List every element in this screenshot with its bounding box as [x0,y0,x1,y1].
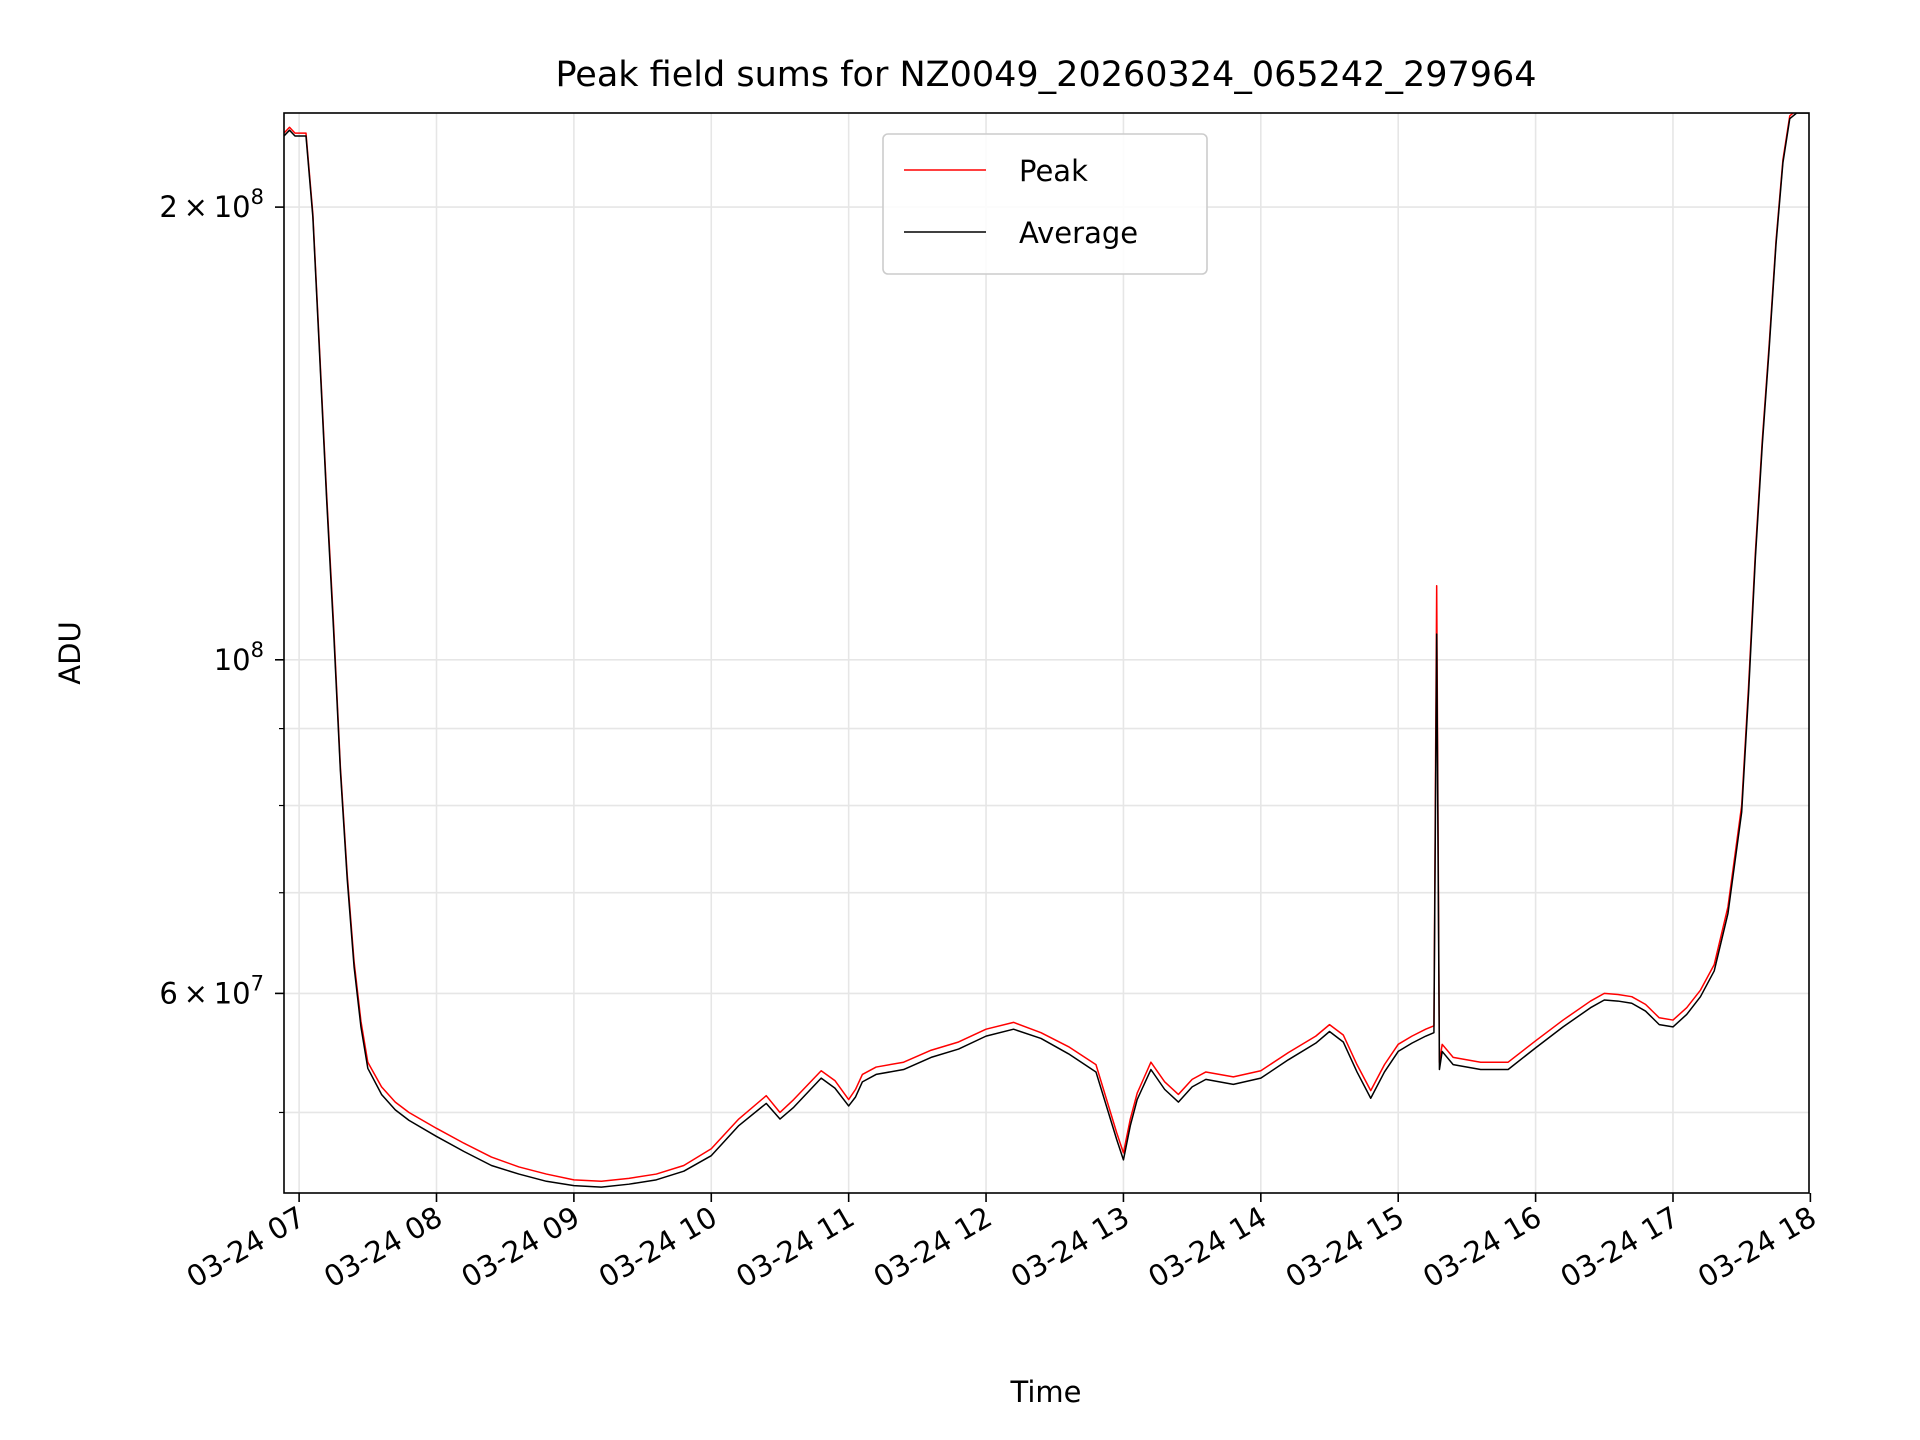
legend-label-peak: Peak [1019,154,1088,188]
plot-frame [283,112,1810,1194]
plot-series [284,113,1809,1188]
y-axis-label: ADU [53,621,87,684]
chart-title: Peak field sums for NZ0049_20260324_0652… [555,55,1536,95]
y-tick-label: 2 × 108 [159,185,264,224]
y-tick-label: 108 [214,638,264,677]
legend-label-average: Average [1019,216,1138,250]
x-axis-label: Time [1010,1375,1082,1409]
series-line-average [284,113,1809,1188]
legend-box [882,133,1208,275]
legend: Peak Average [882,133,1208,275]
series-line-peak [284,113,1795,1183]
y-tick-label: 6 × 107 [159,971,264,1010]
y-axis: 6 × 107 108 2 × 108 [159,185,284,1114]
